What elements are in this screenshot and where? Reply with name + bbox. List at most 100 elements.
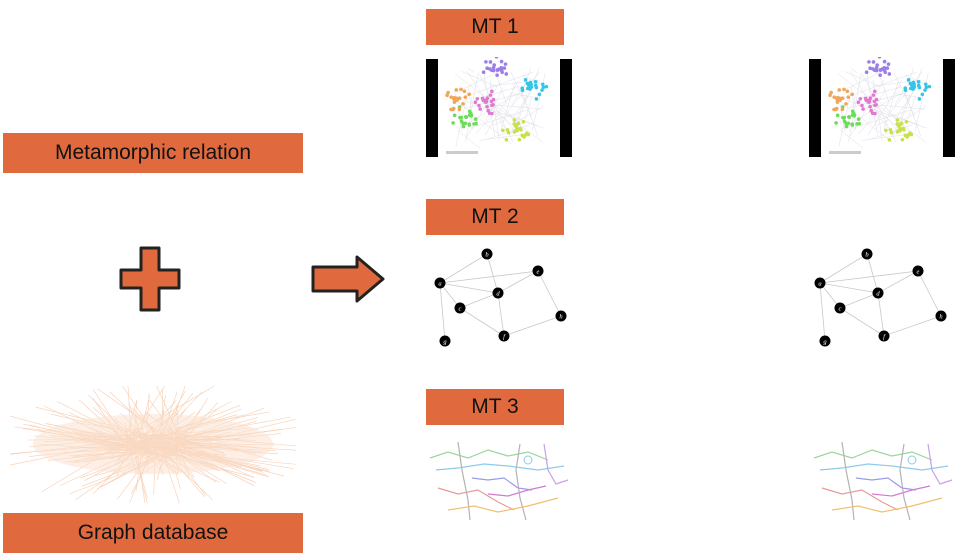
cluster-node — [514, 124, 518, 129]
graph-node-label-b: b — [865, 252, 869, 259]
graph-edge — [439, 270, 539, 284]
cluster-node — [923, 88, 927, 92]
cluster-node — [457, 107, 462, 112]
cluster-node — [475, 97, 480, 101]
graph-node-c — [454, 302, 466, 314]
cluster-node — [503, 62, 508, 66]
graph-edge — [819, 282, 879, 294]
cluster-node — [533, 79, 538, 84]
cluster-node — [478, 107, 482, 111]
metro-line — [437, 487, 515, 511]
metro-line — [471, 477, 533, 491]
cluster-node — [858, 97, 863, 101]
cluster-node — [899, 121, 904, 126]
cluster-node — [462, 89, 467, 94]
mt3-followup-metro-map — [813, 441, 953, 520]
cluster-node — [461, 121, 465, 126]
graph-node-label-c: c — [459, 306, 462, 313]
metro-line — [487, 485, 547, 497]
cluster-node — [912, 85, 917, 89]
cluster-node — [857, 121, 861, 126]
cluster-node — [502, 66, 507, 70]
right-black-bar — [943, 59, 955, 157]
cluster-node — [445, 93, 449, 97]
graph-node-e — [912, 265, 924, 277]
cluster-node — [488, 60, 493, 64]
mt1-source-cluster-graph — [426, 57, 572, 157]
cluster-node — [459, 87, 463, 92]
graph-node-label-a: a — [438, 281, 441, 288]
graph-node-d — [872, 287, 884, 299]
cluster-node — [867, 60, 871, 64]
cluster-node — [520, 86, 525, 90]
mt3-source-metro-map — [429, 441, 569, 520]
legend-mark — [446, 151, 478, 154]
cluster-node — [488, 93, 493, 97]
cluster-node — [874, 102, 878, 107]
graph-node-label-e: e — [537, 269, 540, 276]
legend-mark — [829, 151, 861, 154]
metro-line — [841, 441, 855, 520]
cluster-node — [541, 85, 546, 90]
cluster-node — [845, 89, 850, 94]
graph-edge — [839, 292, 879, 309]
cluster-node — [492, 63, 497, 67]
metro-line — [927, 443, 953, 485]
cluster-node — [872, 89, 877, 94]
metro-line — [813, 449, 933, 461]
cluster-node — [882, 67, 887, 72]
cluster-node — [877, 57, 882, 59]
cluster-node — [449, 95, 453, 99]
graph-node-d — [492, 287, 504, 299]
cluster-node — [473, 117, 478, 121]
graph-node-a — [814, 277, 826, 289]
graph-node-label-a: a — [818, 281, 821, 288]
cluster-node — [844, 124, 849, 129]
graph-node-f — [878, 330, 890, 342]
graph-node-label-f: f — [503, 334, 506, 341]
graph-node-g — [439, 335, 451, 347]
cluster-node — [505, 128, 510, 132]
cluster-node — [454, 88, 459, 92]
graph-edge — [877, 270, 919, 294]
graph-edge — [459, 307, 505, 337]
cluster-node — [489, 89, 494, 94]
cluster-node — [544, 84, 549, 89]
graph-database-text: Graph database — [77, 521, 229, 544]
cluster-node — [523, 78, 528, 82]
cluster-node — [512, 118, 517, 122]
cluster-node — [850, 92, 855, 97]
cluster-node — [868, 104, 872, 109]
graph-node-label-d: d — [496, 291, 500, 298]
cluster-node — [495, 73, 499, 78]
cluster-edges — [451, 67, 546, 149]
cluster-node — [851, 111, 856, 115]
cluster-node — [481, 70, 486, 74]
cluster-node — [902, 127, 906, 132]
graph-edge — [917, 270, 942, 317]
graph-node-label-c: c — [839, 306, 842, 313]
cluster-node — [888, 128, 893, 132]
cluster-node — [464, 115, 469, 119]
cluster-node — [490, 111, 494, 116]
metro-line — [435, 463, 565, 471]
cluster-node — [514, 128, 518, 132]
graph-edges — [439, 253, 562, 342]
cluster-node — [873, 68, 877, 73]
graph-node-label-d: d — [876, 291, 880, 298]
graph-node-label-g: g — [823, 339, 827, 346]
cluster-node — [903, 133, 908, 138]
cluster-node — [842, 87, 846, 92]
graph-node-f — [498, 330, 510, 342]
metro-line — [515, 443, 527, 520]
cluster-node — [895, 118, 900, 122]
cluster-node — [885, 66, 890, 70]
metro-loop — [907, 455, 917, 465]
cluster-node — [504, 72, 509, 76]
cluster-node — [871, 93, 876, 97]
cluster-node — [889, 130, 894, 135]
graph-node-h — [935, 310, 947, 322]
cluster-node — [540, 88, 544, 92]
cluster-node — [852, 114, 857, 118]
graph-node-label-h: h — [939, 314, 942, 321]
